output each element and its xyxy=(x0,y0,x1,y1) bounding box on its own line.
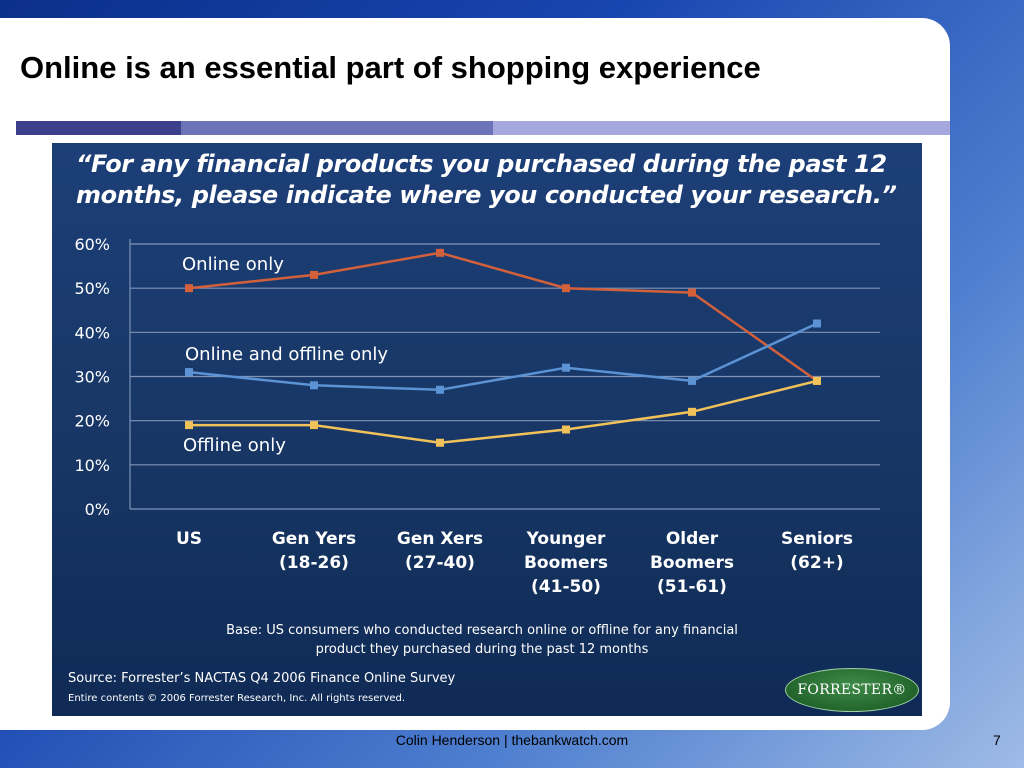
series-label: Offline only xyxy=(183,435,286,456)
y-tick-label: 50% xyxy=(74,279,110,298)
series-label: Online only xyxy=(182,254,284,275)
y-tick-label: 40% xyxy=(74,323,110,342)
x-tick-label: (62+) xyxy=(790,553,843,573)
title-underline-segment xyxy=(16,121,181,135)
x-tick-label: Gen Yers xyxy=(272,529,356,549)
series-line xyxy=(188,322,818,392)
series-label: Online and offline only xyxy=(185,344,388,365)
x-tick-label: (18-26) xyxy=(279,553,349,573)
base-note: Base: US consumers who conducted researc… xyxy=(226,623,738,657)
slide-title: Online is an essential part of shopping … xyxy=(20,50,761,85)
forrester-logo: FORRESTER® xyxy=(785,668,919,712)
data-point xyxy=(813,319,821,328)
data-point xyxy=(688,407,696,416)
x-tick-label: (51-61) xyxy=(657,577,727,597)
x-tick-label: US xyxy=(176,529,202,549)
line-chart: 0% 10% 20% 30% 40% 50% 60% US Gen Yers (18-26) Gen… xyxy=(74,235,880,597)
data-point xyxy=(310,381,318,390)
data-point xyxy=(185,368,193,377)
x-tick-label: Older xyxy=(666,529,719,549)
source-note: Source: Forrester’s NACTAS Q4 2006 Finan… xyxy=(68,671,456,686)
x-tick-label: Younger xyxy=(526,529,606,549)
x-tick-label: (27-40) xyxy=(405,553,475,573)
y-tick-label: 30% xyxy=(74,368,110,387)
data-point xyxy=(310,270,318,279)
y-tick-label: 10% xyxy=(74,456,110,475)
data-point xyxy=(813,376,821,385)
data-point xyxy=(436,385,444,394)
data-point xyxy=(562,425,570,434)
data-point xyxy=(436,438,444,447)
page-number: 7 xyxy=(993,732,1001,748)
x-tick-label: Boomers xyxy=(524,553,608,573)
copyright-note: Entire contents © 2006 Forrester Researc… xyxy=(68,693,406,704)
series-line xyxy=(189,379,818,445)
data-point xyxy=(688,288,696,297)
y-tick-label: 20% xyxy=(74,412,110,431)
data-point xyxy=(562,284,570,293)
x-tick-label: Gen Xers xyxy=(397,529,483,549)
data-point xyxy=(185,284,193,293)
series-line xyxy=(188,251,818,382)
data-point xyxy=(310,421,318,430)
x-tick-label: Boomers xyxy=(650,553,734,573)
y-tick-label: 60% xyxy=(74,235,110,254)
chart-panel: “For any financial products you purchase… xyxy=(52,143,922,716)
x-tick-label: Seniors xyxy=(781,529,853,549)
footer-credit: Colin Henderson | thebankwatch.com xyxy=(395,732,629,748)
title-underline-segment xyxy=(181,121,493,135)
data-point xyxy=(436,248,444,257)
data-point xyxy=(688,376,696,385)
data-point xyxy=(562,363,570,372)
title-underline-segment xyxy=(493,121,950,135)
x-tick-label: (41-50) xyxy=(531,577,601,597)
survey-question: “For any financial products you purchase… xyxy=(76,150,897,209)
forrester-logo-text: FORRESTER® xyxy=(797,682,907,698)
y-tick-label: 0% xyxy=(85,500,110,519)
data-point xyxy=(185,421,193,430)
